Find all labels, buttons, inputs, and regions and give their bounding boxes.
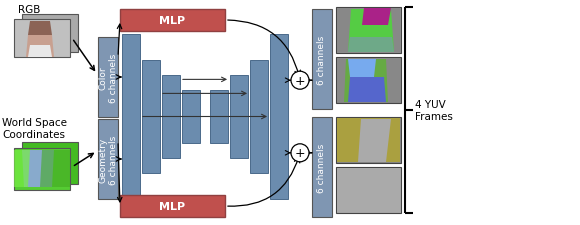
Polygon shape — [22, 150, 54, 187]
Text: 6 channels: 6 channels — [317, 35, 327, 84]
Bar — [336, 117, 401, 163]
Bar — [250, 61, 268, 173]
Polygon shape — [344, 60, 388, 103]
Polygon shape — [348, 60, 376, 78]
Bar — [182, 91, 200, 143]
Bar — [22, 15, 78, 53]
Bar — [98, 38, 118, 117]
Bar — [337, 168, 400, 212]
Bar — [120, 10, 225, 32]
Bar — [162, 76, 180, 158]
Bar — [230, 76, 248, 158]
Bar — [312, 10, 332, 110]
Text: Geometry
6 channels: Geometry 6 channels — [98, 135, 118, 184]
Text: Color
6 channels: Color 6 channels — [98, 53, 118, 102]
Text: RGB: RGB — [18, 5, 41, 15]
Polygon shape — [28, 22, 52, 36]
Bar — [337, 119, 400, 162]
Polygon shape — [14, 150, 30, 187]
Bar — [337, 9, 400, 53]
Bar — [142, 61, 160, 173]
Polygon shape — [348, 38, 394, 53]
Bar — [337, 59, 400, 103]
Bar — [120, 195, 225, 217]
Bar — [270, 35, 288, 199]
Polygon shape — [26, 36, 54, 58]
Polygon shape — [28, 46, 52, 58]
Polygon shape — [348, 10, 394, 53]
Bar — [337, 119, 400, 162]
Text: 6 channels: 6 channels — [317, 143, 327, 192]
Bar — [14, 148, 70, 190]
Polygon shape — [362, 9, 391, 26]
Bar — [312, 117, 332, 217]
Bar — [210, 91, 228, 143]
Text: 4 YUV
Frames: 4 YUV Frames — [415, 100, 453, 121]
Circle shape — [291, 144, 309, 162]
Text: +: + — [295, 74, 305, 87]
Text: World Space
Coordinates: World Space Coordinates — [2, 117, 67, 139]
Bar — [336, 8, 401, 54]
Text: +: + — [295, 147, 305, 160]
Bar — [22, 142, 78, 184]
Bar — [122, 35, 140, 199]
Polygon shape — [40, 150, 70, 187]
Bar — [336, 167, 401, 213]
Bar — [14, 20, 70, 58]
Text: MLP: MLP — [160, 201, 186, 211]
Polygon shape — [348, 78, 386, 103]
Bar — [336, 58, 401, 104]
Text: MLP: MLP — [160, 16, 186, 26]
Polygon shape — [358, 119, 391, 162]
Bar — [98, 119, 118, 199]
Circle shape — [291, 72, 309, 90]
